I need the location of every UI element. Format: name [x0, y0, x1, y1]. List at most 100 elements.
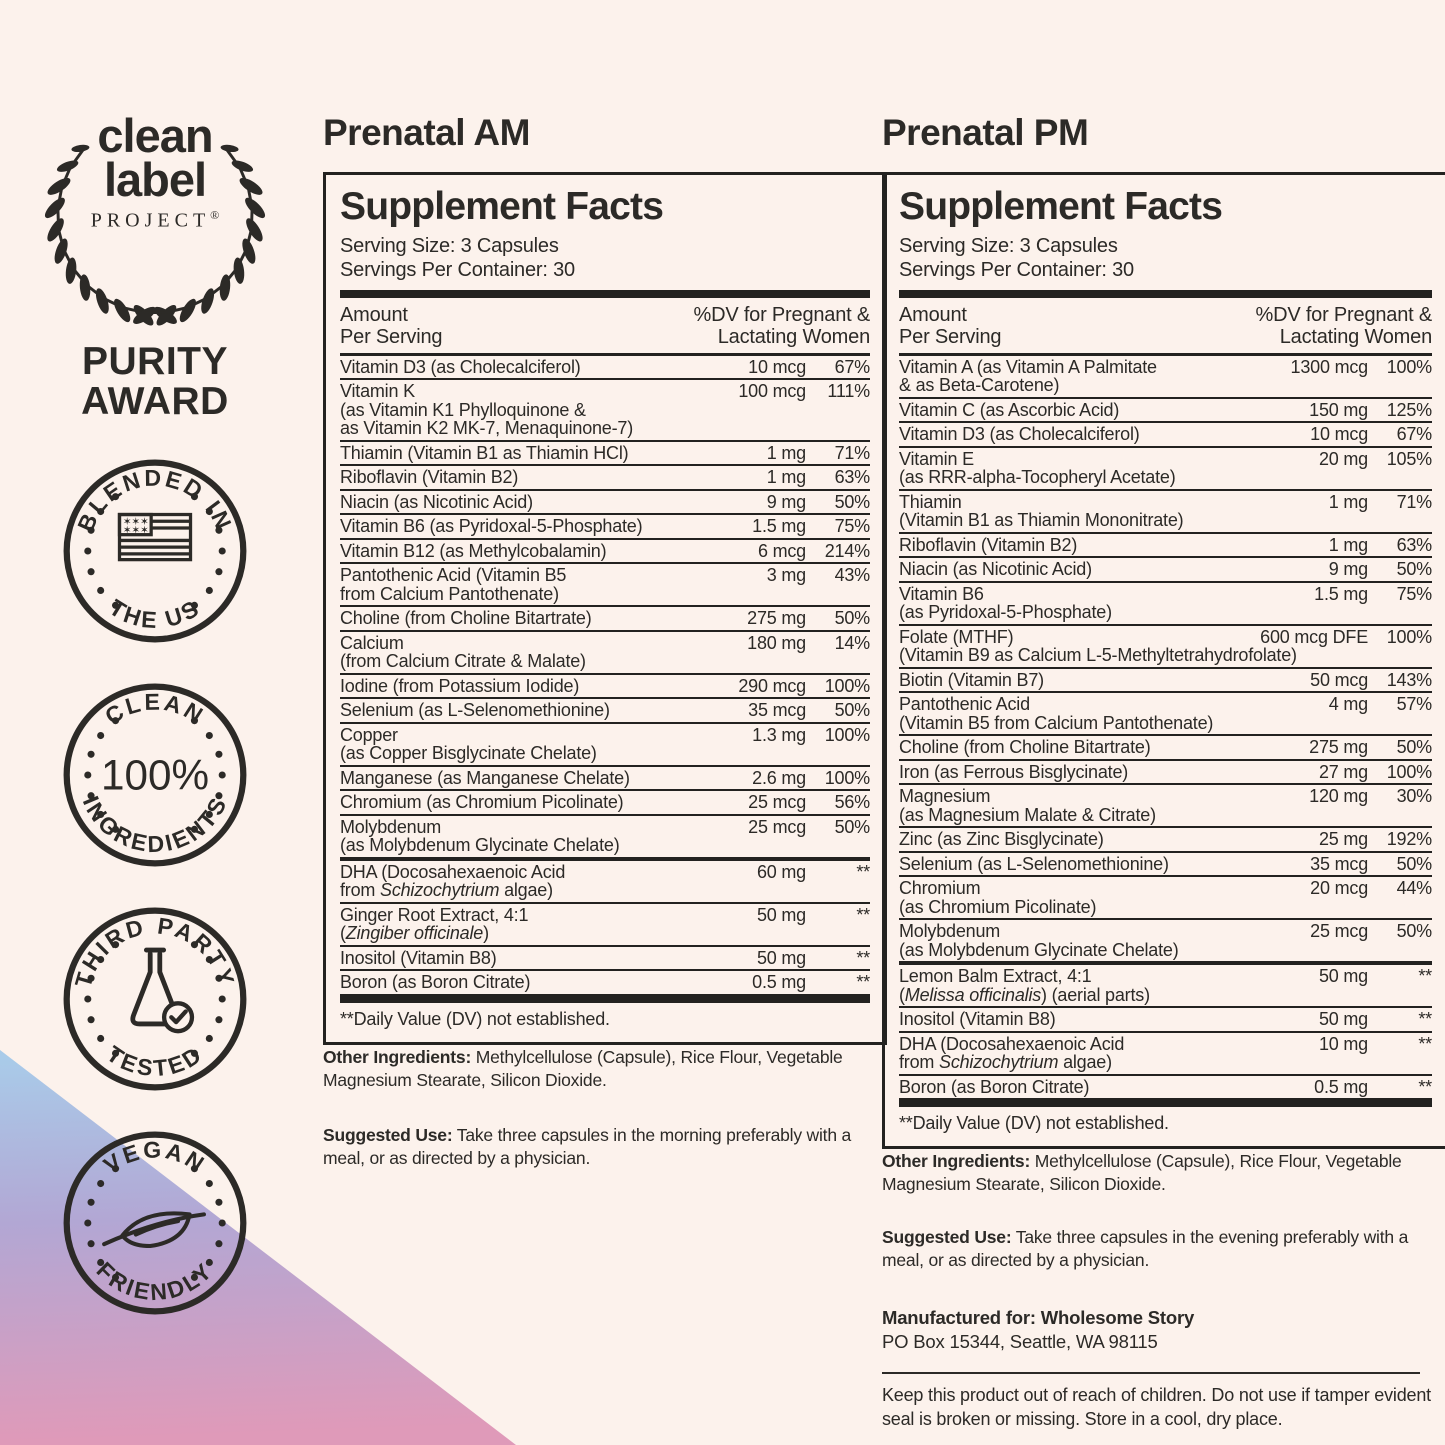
daily-value: 57% [1396, 694, 1433, 715]
other-ingredients-text: Methylcellulose (Capsule), Rice Flour, V… [882, 1151, 1402, 1195]
ingredient-name: Choline (from Choline Bitartrate) [899, 737, 1151, 758]
badge-vegan-friendly: VEGAN FRIENDLY [59, 1127, 251, 1319]
supplement-facts-panel-pm: Supplement Facts Serving Size: 3 Capsule… [882, 172, 1445, 1150]
badge-clean-ingredients: CLEAN INGREDIENTS 100% [59, 679, 251, 871]
supplement-row: Iron (as Ferrous Bisglycinate) 27 mg 100% [899, 758, 1432, 784]
servings-per-container: Servings Per Container: 30 [340, 259, 575, 282]
table-header: Amount Per Serving %DV for Pregnant & La… [340, 304, 870, 356]
other-ingredients-text: Methylcellulose (Capsule), Rice Flour, V… [323, 1047, 843, 1091]
amount-value: 1300 mcg [1290, 356, 1369, 377]
supplement-row: Vitamin E 20 mg 105% (as RRR-alpha-Tocopher… [899, 445, 1432, 489]
dv-header-line: %DV for Pregnant & [693, 303, 871, 326]
svg-text:✶: ✶ [123, 516, 132, 528]
supplement-row: Magnesium 120 mg 30% (as Magnesium Malate &… [899, 783, 1432, 826]
amount-value: 50 mg [1318, 1009, 1368, 1030]
dv-header-line: %DV for Pregnant & [1255, 303, 1433, 326]
daily-value: 100% [824, 724, 870, 745]
ingredient-name: Pantothenic Acid (Vitamin B5 [340, 565, 567, 586]
ingredient-name: Vitamin B6 [899, 583, 984, 604]
ingredient-name: Selenium (as L-Selenomethionine) [340, 700, 610, 721]
badge-blended-in-the-us: BLENDED IN THE US ✶ ✶ ✶ ✶ ✶ ✶ [59, 455, 251, 647]
prenatal-am-title: Prenatal AM [323, 112, 530, 153]
ingredient-name: Copper [340, 724, 398, 745]
dv-header: %DV for Pregnant & Lactating Women [1256, 304, 1433, 349]
facts-title: Supplement Facts [899, 185, 1223, 228]
daily-value: 192% [1386, 829, 1432, 850]
ingredient-name: Riboflavin (Vitamin B2) [340, 467, 519, 488]
daily-value: 67% [1396, 424, 1433, 445]
supplement-facts-panel-am: Supplement Facts Serving Size: 3 Capsule… [323, 172, 887, 1045]
daily-value: 71% [834, 442, 871, 463]
amount-value: 120 mg [1309, 786, 1368, 807]
check-icon [161, 1001, 195, 1034]
supplement-row: Riboflavin (Vitamin B2) 1 mg 63% [899, 531, 1432, 557]
purity-line: PURITY [81, 340, 228, 383]
supplement-row: Thiamin (Vitamin B1 as Thiamin HCl) 1 mg 7… [340, 439, 871, 465]
100-percent-text: 100% [101, 751, 209, 798]
amount-value: 0.5 mg [1314, 1076, 1368, 1097]
divider-bar-thick [340, 993, 870, 1003]
supplement-row: Vitamin B12 (as Methylcobalamin) 6 mcg 214… [340, 537, 870, 563]
purity-award-title: PURITY AWARD [32, 340, 278, 422]
amount-value: 1.5 mg [1314, 583, 1368, 604]
amount-value: 50 mg [756, 904, 806, 925]
ingredient-name: Molybdenum [899, 921, 1001, 942]
amount-value: 27 mg [1318, 761, 1368, 782]
svg-text:✶: ✶ [123, 525, 132, 537]
amount-value: 600 mcg DFE [1260, 626, 1368, 647]
ingredient-name: Boron (as Boron Citrate) [340, 972, 531, 993]
ingredient-name: Magnesium [899, 786, 991, 807]
ingredient-name-continued: (as Vitamin K1 Phylloquinone & [340, 399, 586, 420]
ingredient-name-continued: (as Pyridoxal-5-Phosphate) [899, 602, 1112, 623]
supplement-row: Folate (MTHF) 600 mcg DFE 100% (Vitamin B9 … [899, 623, 1432, 667]
manufacturer-address: PO Box 15344, Seattle, WA 98115 [882, 1331, 1158, 1353]
supplement-row: Pantothenic Acid (Vitamin B5 3 mg 43% from … [340, 562, 870, 605]
clean-label-project-seal: clean label PROJECT® [32, 108, 278, 338]
ingredient-name: Biotin (Vitamin B7) [899, 669, 1044, 690]
ingredient-name: Vitamin D3 (as Cholecalciferol) [899, 424, 1140, 445]
ingredient-name-continued: (as RRR-alpha-Tocopheryl Acetate) [899, 467, 1176, 488]
servings-per-container: Servings Per Container: 30 [899, 259, 1134, 282]
svg-text:TESTED: TESTED [102, 1040, 208, 1081]
ingredient-name: Vitamin A (as Vitamin A Palmitate [899, 356, 1157, 377]
amount-value: 10 mcg [748, 356, 806, 377]
amount-value: 1.5 mg [752, 516, 806, 537]
amount-header-line: Amount [340, 303, 408, 326]
amount-value: 1 mg [1328, 491, 1368, 512]
ingredient-name-continued: (Vitamin B9 as Calcium L-5-Methyltetrahy… [899, 645, 1297, 666]
ingredient-name: Pantothenic Acid [899, 694, 1030, 715]
ingredient-name: Vitamin B6 (as Pyridoxal-5-Phosphate) [340, 516, 643, 537]
amount-value: 25 mcg [748, 792, 806, 813]
amount-value: 25 mcg [748, 816, 806, 837]
ingredient-name: Vitamin K [340, 381, 415, 402]
daily-value: ** [1418, 1009, 1432, 1030]
daily-value: 56% [834, 792, 871, 813]
ingredient-name: Iodine (from Potassium Iodide) [340, 675, 580, 696]
serving-size: Serving Size: 3 Capsules [340, 234, 559, 257]
facts-title: Supplement Facts [340, 185, 664, 228]
ingredient-name: Choline (from Choline Bitartrate) [340, 608, 592, 629]
prenatal-pm-title: Prenatal PM [882, 112, 1089, 153]
supplement-row: Manganese (as Manganese Chelate) 2.6 mg 10… [340, 764, 870, 790]
supplement-row: Pantothenic Acid 4 mg 57% (Vitamin B5 from … [899, 691, 1432, 734]
daily-value: 50% [834, 816, 871, 837]
ingredient-name: Niacin (as Nicotinic Acid) [899, 559, 1092, 580]
svg-text:THE US: THE US [105, 594, 205, 633]
daily-value: 143% [1386, 669, 1432, 690]
table-header: Amount Per Serving %DV for Pregnant & La… [899, 304, 1432, 356]
supplement-row: Vitamin D3 (as Cholecalciferol) 10 mcg 67% [340, 356, 870, 379]
amount-value: 35 mcg [1310, 853, 1368, 874]
ingredient-rows: Vitamin D3 (as Cholecalciferol) 10 mcg 67%… [340, 356, 870, 994]
daily-value: 125% [1386, 399, 1432, 420]
supplement-row: DHA (Docosahexaenoic Acid 10 mg ** from Sch… [899, 1030, 1432, 1074]
ingredient-name-continued: (as Molybdenum Glycinate Chelate) [899, 939, 1179, 960]
amount-value: 4 mg [1328, 694, 1368, 715]
supplement-row: Boron (as Boron Citrate) 0.5 mg ** [899, 1073, 1432, 1099]
amount-value: 50 mg [756, 947, 806, 968]
supplement-row: Niacin (as Nicotinic Acid) 9 mg 50% [899, 556, 1432, 581]
daily-value: 30% [1396, 786, 1433, 807]
supplement-row: Biotin (Vitamin B7) 50 mcg 143% [899, 666, 1432, 692]
ingredient-name: Manganese (as Manganese Chelate) [340, 767, 630, 788]
ingredient-name: Iron (as Ferrous Bisglycinate) [899, 761, 1129, 782]
serving-size: Serving Size: 3 Capsules [899, 234, 1118, 257]
